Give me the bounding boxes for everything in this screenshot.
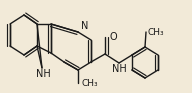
Text: O: O bbox=[109, 32, 117, 42]
Text: CH₃: CH₃ bbox=[81, 78, 98, 88]
Text: N: N bbox=[81, 21, 88, 31]
Text: NH: NH bbox=[36, 69, 50, 79]
Text: CH₃: CH₃ bbox=[148, 28, 165, 36]
Text: NH: NH bbox=[112, 64, 126, 74]
